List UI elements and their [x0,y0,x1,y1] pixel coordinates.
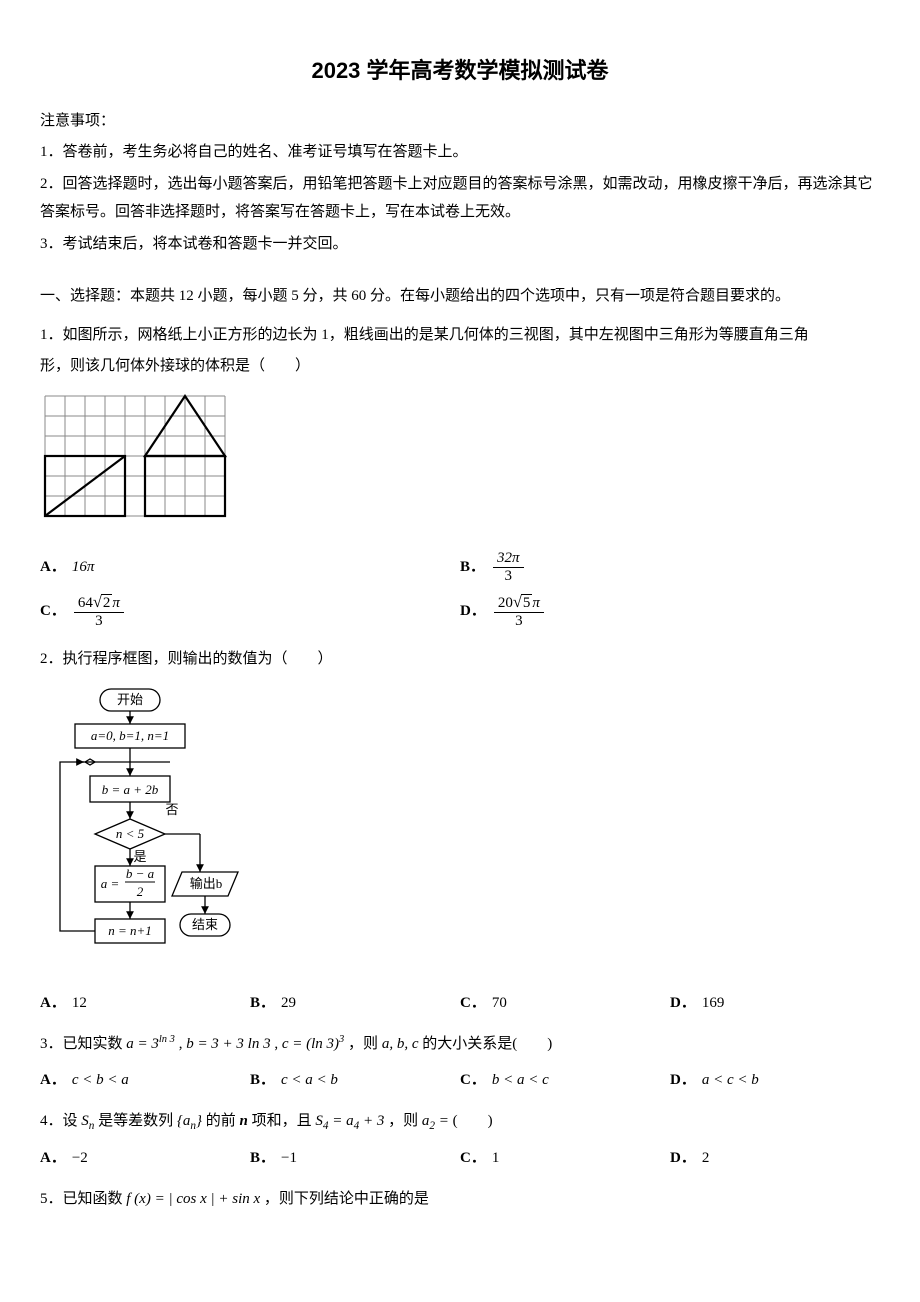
opt-value: c < a < b [281,1066,338,1095]
opt-value: b < a < c [492,1066,549,1095]
notice-heading: 注意事项： [40,107,880,136]
notice-2: 2．回答选择题时，选出每小题答案后，用铅笔把答题卡上对应题目的答案标号涂黑，如需… [40,170,880,227]
q2-option-b: B．29 [250,988,460,1018]
q2-option-c: C．70 [460,988,670,1018]
opt-label: C． [40,597,66,626]
q1-option-d: D． 20√5π 3 [460,589,880,633]
opt-value: −1 [281,1144,297,1173]
q1-opt-b-frac: 32π 3 [493,550,524,584]
opt-value: 2 [702,1144,710,1173]
q2-option-d: D． 169 [670,988,880,1018]
q4-option-c: C．1 [460,1143,670,1173]
q3-option-c: C．b < a < c [460,1065,670,1095]
opt-label: D． [670,989,696,1018]
q2-options: A．12 B．29 C．70 D． 169 [40,988,880,1018]
opt-value: 70 [492,989,507,1018]
opt-value: 29 [281,989,296,1018]
svg-text:b − a: b − a [126,866,155,881]
q1-opt-a-value: 16π [72,553,95,582]
notice-3: 3．考试结束后，将本试卷和答题卡一并交回。 [40,230,880,259]
opt-label: B． [250,1066,275,1095]
opt-label: A． [40,1144,66,1173]
opt-label: B． [250,1144,275,1173]
opt-label: A． [40,1066,66,1095]
q4-option-d: D．2 [670,1143,880,1173]
opt-value: −2 [72,1144,88,1173]
svg-text:是: 是 [133,849,146,864]
q4-stem: 4．设 Sn 是等差数列 {an} 的前 n 项和，且 S4 = a4 + 3 … [40,1107,880,1137]
svg-text:2: 2 [137,884,144,899]
svg-text:否: 否 [165,802,178,817]
svg-text:输出b: 输出b [190,876,223,891]
opt-value: 169 [702,989,725,1018]
opt-value: 12 [72,989,87,1018]
q1-stem-line1: 1．如图所示，网格纸上小正方形的边长为 1，粗线画出的是某几何体的三视图，其中左… [40,321,880,350]
q2-option-a: A．12 [40,988,250,1018]
q5-stem: 5．已知函数 f (x) = | cos x | + sin x ，则下列结论中… [40,1185,880,1214]
opt-label: B． [250,989,275,1018]
q1-option-b: B． 32π 3 [460,545,880,589]
q4-options: A．−2 B．−1 C．1 D．2 [40,1143,880,1173]
svg-text:n < 5: n < 5 [116,826,145,841]
q4-option-a: A．−2 [40,1143,250,1173]
opt-label: C． [460,989,486,1018]
svg-text:结束: 结束 [192,917,218,932]
opt-label: D． [670,1066,696,1095]
opt-label: C． [460,1144,486,1173]
opt-label: C． [460,1066,486,1095]
section-1-heading: 一、选择题：本题共 12 小题，每小题 5 分，共 60 分。在每小题给出的四个… [40,282,880,311]
q3-options: A．c < b < a B．c < a < b C．b < a < c D．a … [40,1065,880,1095]
svg-text:开始: 开始 [117,692,143,707]
q1-stem-line2: 形，则该几何体外接球的体积是（ ） [40,352,880,381]
q1-option-c: C． 64√2π 3 [40,589,460,633]
opt-value: a < c < b [702,1066,759,1095]
opt-value: c < b < a [72,1066,129,1095]
q2-flowchart: 开始 a=0, b=1, n=1 b = a + 2b n < 5 否 是 a … [40,684,880,975]
opt-label: A． [40,989,66,1018]
svg-text:n = n+1: n = n+1 [108,923,152,938]
q1-opt-d-frac: 20√5π 3 [494,593,544,629]
q3-option-b: B．c < a < b [250,1065,460,1095]
svg-text:a =: a = [101,876,120,891]
q1-three-view-figure [40,391,880,532]
opt-label: D． [670,1144,696,1173]
q1-option-a: A． 16π [40,545,460,589]
q1-opt-c-frac: 64√2π 3 [74,593,124,629]
q3-option-a: A．c < b < a [40,1065,250,1095]
svg-text:b = a + 2b: b = a + 2b [102,782,159,797]
opt-value: 1 [492,1144,500,1173]
svg-text:a=0, b=1, n=1: a=0, b=1, n=1 [91,728,169,743]
notice-1: 1．答卷前，考生务必将自己的姓名、准考证号填写在答题卡上。 [40,138,880,167]
q1-options: A． 16π B． 32π 3 C． 64√2π 3 D． 20√5π 3 [40,545,880,633]
q2-stem: 2．执行程序框图，则输出的数值为（ ） [40,645,880,674]
opt-label: B． [460,553,485,582]
opt-label: D． [460,597,486,626]
opt-label: A． [40,553,66,582]
q4-option-b: B．−1 [250,1143,460,1173]
q3-stem: 3．已知实数 a = 3ln 3 , b = 3 + 3 ln 3 , c = … [40,1030,880,1059]
doc-title: 2023 学年高考数学模拟测试卷 [40,50,880,92]
q3-option-d: D．a < c < b [670,1065,880,1095]
